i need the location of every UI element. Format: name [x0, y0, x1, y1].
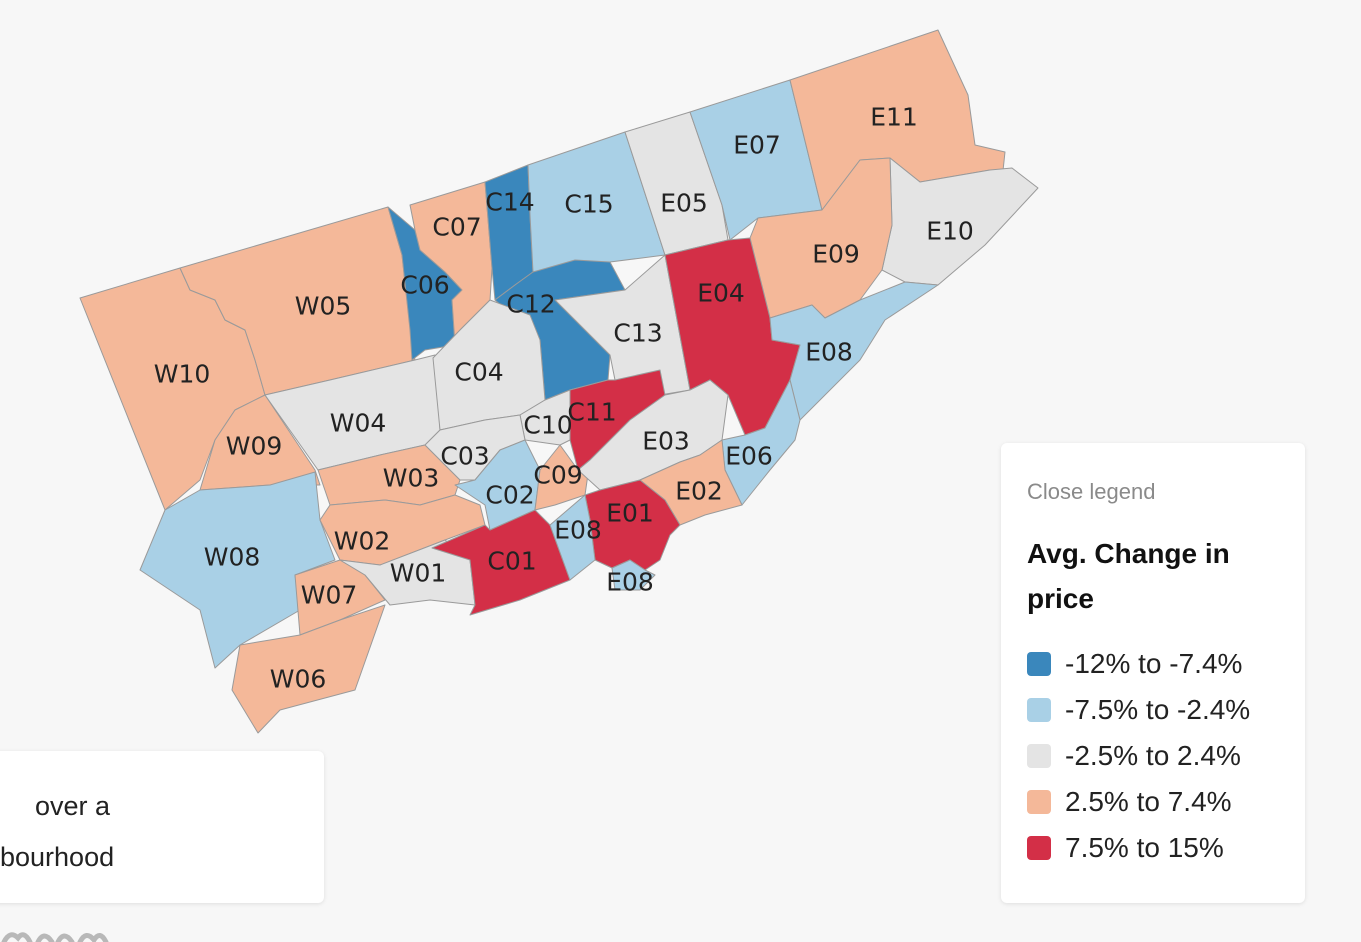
info-line: over a [35, 791, 111, 821]
legend-item: -2.5% to 2.4% [1027, 733, 1279, 779]
district-w06[interactable] [231, 604, 386, 734]
close-legend-button[interactable]: Close legend [1027, 479, 1156, 504]
legend-swatch-light-blue [1027, 698, 1051, 722]
district-label-e08: E08 [606, 568, 654, 597]
district-shapes[interactable] [79, 29, 1039, 734]
legend-title: Avg. Change in price [1027, 538, 1230, 614]
legend-label: -7.5% to -2.4% [1065, 694, 1251, 725]
district-label-c14: C14 [485, 188, 534, 217]
district-label-w04: W04 [330, 409, 387, 438]
district-e08[interactable] [549, 494, 596, 581]
district-label-c10: C10 [523, 411, 572, 440]
district-label-e03: E03 [642, 427, 690, 456]
info-card: over a bourhood [0, 751, 324, 903]
brand-logo [1, 932, 109, 942]
district-label-w01: W01 [390, 559, 447, 588]
legend-items: -12% to -7.4% -7.5% to -2.4% -2.5% to 2.… [1027, 641, 1279, 871]
district-label-w07: W07 [301, 581, 358, 610]
legend-swatch-peach [1027, 790, 1051, 814]
district-label-e04: E04 [697, 279, 745, 308]
district-e08[interactable] [769, 281, 939, 421]
district-label-w03: W03 [383, 464, 440, 493]
district-label-c12: C12 [506, 290, 555, 319]
info-line: bourhood [0, 842, 115, 872]
legend-item: -7.5% to -2.4% [1027, 687, 1279, 733]
district-label-c13: C13 [613, 319, 662, 348]
district-label-e08: E08 [805, 338, 853, 367]
district-label-w08: W08 [204, 543, 261, 572]
district-label-w09: W09 [226, 432, 283, 461]
district-label-e06: E06 [725, 442, 773, 471]
district-label-e01: E01 [606, 499, 654, 528]
district-label-c09: C09 [533, 461, 582, 490]
district-label-c07: C07 [432, 213, 481, 242]
district-label-c06: C06 [400, 271, 449, 300]
district-label-c03: C03 [440, 442, 489, 471]
legend-label: -2.5% to 2.4% [1065, 740, 1241, 771]
district-label-e07: E07 [733, 131, 781, 160]
district-label-w06: W06 [270, 665, 327, 694]
legend-item: 7.5% to 15% [1027, 825, 1279, 871]
district-label-c04: C04 [454, 358, 503, 387]
district-label-e10: E10 [926, 217, 974, 246]
district-label-w02: W02 [334, 527, 391, 556]
legend-item: -12% to -7.4% [1027, 641, 1279, 687]
district-label-c11: C11 [567, 398, 616, 427]
legend-panel: Close legend Avg. Change in price -12% t… [1001, 443, 1305, 903]
district-label-c02: C02 [485, 481, 534, 510]
district-label-w10: W10 [154, 360, 211, 389]
district-label-e08: E08 [554, 516, 602, 545]
district-label-e09: E09 [812, 240, 860, 269]
legend-swatch-grey [1027, 744, 1051, 768]
district-label-w05: W05 [295, 292, 352, 321]
district-label-c15: C15 [564, 190, 613, 219]
district-label-e05: E05 [660, 189, 708, 218]
district-label-e02: E02 [675, 477, 723, 506]
legend-label: -12% to -7.4% [1065, 648, 1243, 679]
district-e08[interactable] [611, 559, 656, 591]
legend-swatch-red [1027, 836, 1051, 860]
district-label-e11: E11 [870, 103, 918, 132]
legend-label: 7.5% to 15% [1065, 832, 1224, 863]
district-label-c01: C01 [487, 547, 536, 576]
legend-swatch-dark-blue [1027, 652, 1051, 676]
legend-item: 2.5% to 7.4% [1027, 779, 1279, 825]
legend-label: 2.5% to 7.4% [1065, 786, 1232, 817]
